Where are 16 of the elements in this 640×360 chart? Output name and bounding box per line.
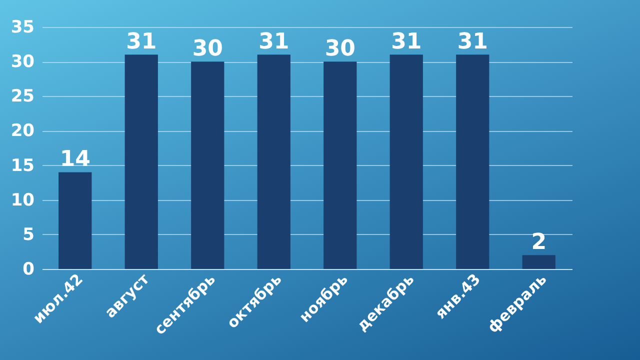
data-label: 30 bbox=[324, 36, 356, 62]
data-label: 31 bbox=[457, 30, 488, 55]
y-tick-label: 30 bbox=[10, 52, 35, 72]
data-label: 2 bbox=[531, 230, 547, 256]
data-label: 31 bbox=[258, 30, 290, 55]
y-tick-label: 5 bbox=[22, 224, 34, 245]
y-tick-label: 10 bbox=[10, 190, 35, 210]
y-tick-label: 0 bbox=[22, 260, 35, 280]
data-label: 31 bbox=[126, 30, 157, 55]
y-tick-label: 15 bbox=[10, 156, 34, 176]
data-label: 30 bbox=[192, 36, 223, 62]
y-tick-label: 25 bbox=[10, 86, 34, 107]
data-label: 14 bbox=[60, 147, 90, 172]
y-tick-label: 20 bbox=[10, 121, 35, 142]
y-tick-label: 35 bbox=[10, 18, 34, 38]
data-label: 31 bbox=[391, 30, 422, 55]
